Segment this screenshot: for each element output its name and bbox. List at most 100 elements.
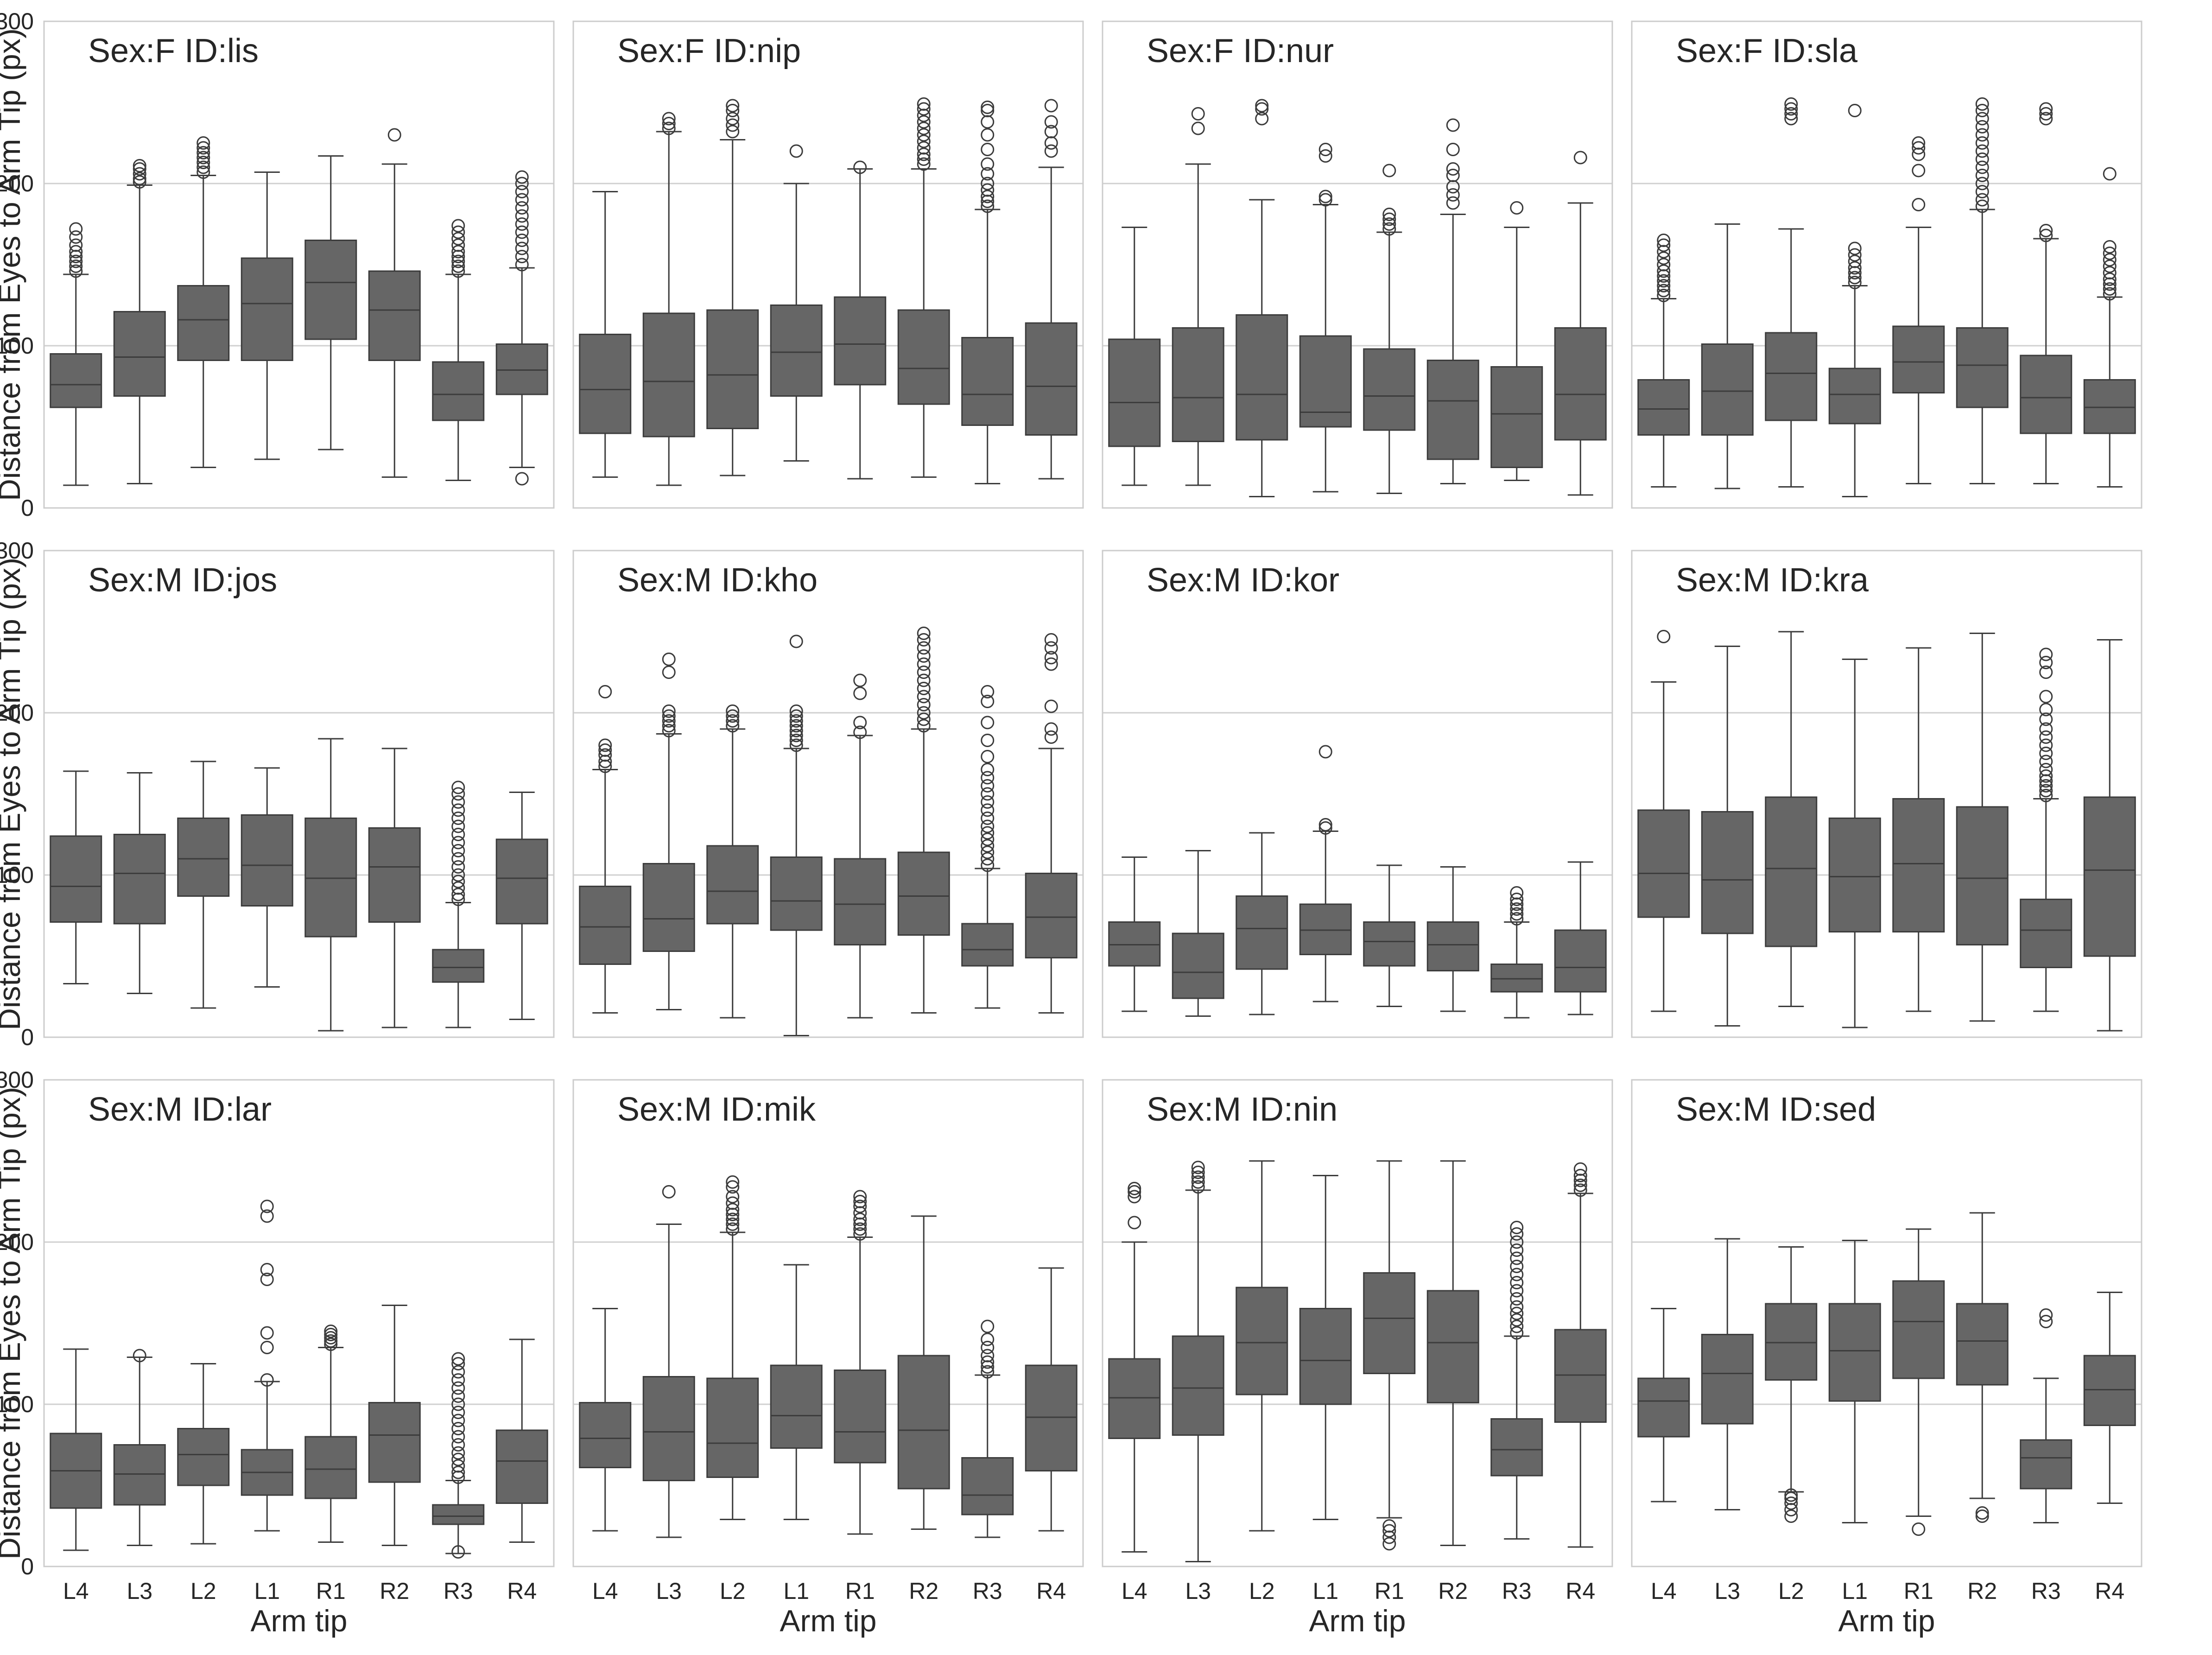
- x-tick-label: L3: [656, 1578, 682, 1604]
- box-R2: [368, 128, 421, 478]
- outlier-point: [981, 1355, 995, 1369]
- iqr-box: [1025, 322, 1077, 436]
- x-tick-label: L2: [1778, 1578, 1804, 1604]
- outlier-point: [515, 201, 529, 215]
- outlier-point: [1191, 1166, 1205, 1179]
- outlier-point: [917, 641, 931, 655]
- iqr-box: [642, 1376, 695, 1481]
- box-L1: [770, 634, 823, 1036]
- iqr-box: [1426, 921, 1479, 971]
- outlier-point: [789, 724, 803, 737]
- outlier-point: [196, 160, 210, 174]
- box-L4: [50, 222, 102, 486]
- outlier-point: [451, 828, 465, 841]
- iqr-box: [368, 1402, 421, 1483]
- outlier-point: [451, 1452, 465, 1466]
- panel-3: Sex:F ID:sla: [1631, 20, 2142, 509]
- outlier-point: [69, 260, 83, 273]
- box-L2: [177, 136, 230, 468]
- outlier-point: [1975, 1509, 1989, 1523]
- outlier-point: [196, 156, 210, 169]
- outlier-point: [451, 264, 465, 278]
- iqr-box: [495, 838, 548, 925]
- outlier-point: [853, 1222, 867, 1236]
- box-R4: [1554, 151, 1607, 496]
- outlier-point: [1382, 164, 1396, 178]
- panel-title: Sex:F ID:nip: [617, 32, 801, 70]
- iqr-box: [113, 834, 166, 925]
- box-L3: [113, 772, 166, 994]
- outlier-point: [69, 264, 83, 278]
- box-L2: [706, 704, 759, 1019]
- outlier-point: [1318, 149, 1332, 163]
- x-axis-label: Arm tip: [250, 1604, 347, 1638]
- outlier-point: [1510, 1243, 1524, 1257]
- box-R1: [304, 155, 357, 450]
- outlier-point: [1191, 1160, 1205, 1174]
- outlier-point: [789, 704, 803, 718]
- outlier-point: [981, 190, 995, 203]
- outlier-point: [1657, 630, 1671, 643]
- box-L3: [1701, 223, 1754, 489]
- outlier-point: [2039, 656, 2053, 669]
- panel-5: Sex:M ID:kho: [572, 550, 1084, 1038]
- outlier-point: [2103, 240, 2117, 254]
- box-L4: [1108, 227, 1161, 486]
- outlier-point: [726, 704, 740, 718]
- outlier-point: [451, 787, 465, 801]
- outlier-point: [1912, 198, 1926, 211]
- outlier-point: [1128, 1182, 1141, 1195]
- box-L1: [1828, 1240, 1881, 1523]
- iqr-box: [834, 858, 887, 945]
- y-tick-label: 0: [21, 1024, 34, 1050]
- outlier-point: [1975, 120, 1989, 133]
- x-tick-label: R2: [1438, 1578, 1468, 1604]
- outlier-point: [1510, 201, 1524, 215]
- iqr-box: [2083, 379, 2136, 434]
- outlier-point: [1044, 99, 1058, 113]
- iqr-box: [706, 845, 759, 925]
- panel-2: Sex:F ID:nur: [1102, 20, 1613, 509]
- outlier-point: [451, 868, 465, 882]
- outlier-point: [853, 1190, 867, 1204]
- outlier-point: [1318, 143, 1332, 156]
- outlier-point: [1848, 104, 1862, 117]
- outlier-point: [196, 146, 210, 159]
- outlier-point: [1382, 1519, 1396, 1533]
- x-tick-label: R2: [1967, 1578, 1997, 1604]
- outlier-point: [789, 719, 803, 733]
- iqr-box: [961, 337, 1014, 426]
- outlier-point: [917, 719, 931, 733]
- outlier-point: [515, 241, 529, 255]
- panel-frame: [572, 20, 1084, 509]
- y-tick-label: 200: [0, 1229, 34, 1255]
- outlier-point: [981, 787, 995, 801]
- outlier-point: [133, 172, 146, 185]
- iqr-box: [1299, 1308, 1352, 1405]
- panel-title: Sex:F ID:nur: [1147, 32, 1334, 70]
- outlier-point: [451, 803, 465, 817]
- outlier-point: [853, 673, 867, 687]
- outlier-point: [451, 245, 465, 259]
- outlier-point: [324, 1328, 338, 1341]
- outlier-point: [917, 128, 931, 142]
- iqr-box: [1701, 1334, 1754, 1425]
- outlier-point: [1255, 102, 1269, 116]
- box-R3: [2020, 647, 2073, 1012]
- outlier-point: [133, 175, 146, 189]
- outlier-point: [451, 1397, 465, 1411]
- outlier-point: [1318, 193, 1332, 207]
- box-R4: [2083, 639, 2136, 1032]
- outlier-point: [662, 666, 676, 679]
- outlier-point: [451, 812, 465, 825]
- iqr-box: [1236, 895, 1288, 970]
- box-R1: [834, 673, 887, 1019]
- outlier-point: [260, 1273, 274, 1286]
- x-tick-label: L3: [127, 1578, 152, 1604]
- iqr-box: [1172, 932, 1224, 999]
- iqr-box: [1637, 1377, 1690, 1438]
- iqr-box: [1828, 818, 1881, 932]
- outlier-point: [260, 1326, 274, 1340]
- outlier-point: [981, 101, 995, 114]
